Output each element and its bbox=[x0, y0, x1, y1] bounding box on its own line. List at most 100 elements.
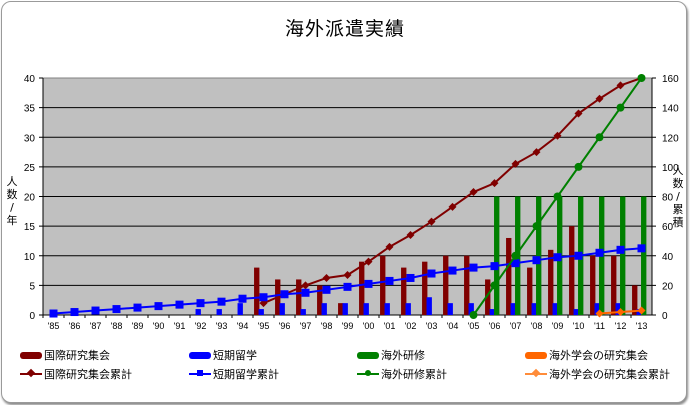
bar bbox=[422, 261, 428, 315]
bar bbox=[615, 303, 621, 315]
x-tick-label: '95 bbox=[258, 321, 270, 331]
square-marker bbox=[553, 253, 562, 262]
square-marker bbox=[70, 308, 79, 317]
square-marker bbox=[196, 299, 205, 308]
right-tick-label: 100 bbox=[662, 163, 679, 174]
diamond-line-icon bbox=[525, 368, 547, 379]
bar bbox=[321, 303, 327, 315]
square-marker bbox=[595, 248, 604, 257]
bar bbox=[279, 303, 285, 315]
square-marker bbox=[364, 279, 373, 288]
circle-line-icon bbox=[357, 369, 379, 379]
x-tick-label: '12 bbox=[615, 321, 627, 331]
diamond-marker bbox=[343, 271, 352, 280]
bar bbox=[338, 303, 344, 315]
square-marker bbox=[532, 256, 541, 265]
right-tick-label: 60 bbox=[662, 222, 674, 233]
circle-marker bbox=[532, 222, 541, 231]
diamond-marker bbox=[511, 159, 520, 168]
right-tick-label: 140 bbox=[662, 104, 679, 115]
x-tick-label: '00 bbox=[363, 321, 375, 331]
bar bbox=[426, 297, 432, 315]
x-tick-label: '90 bbox=[153, 321, 165, 331]
x-tick-label: '09 bbox=[552, 321, 564, 331]
circle-marker bbox=[511, 251, 520, 260]
left-tick-label: 15 bbox=[24, 222, 36, 233]
diamond-marker bbox=[322, 273, 331, 282]
legend-item-international-meeting: 国際研究集会 bbox=[20, 348, 110, 362]
square-marker bbox=[385, 276, 394, 285]
left-tick-label: 20 bbox=[24, 193, 36, 204]
bar-swatch-icon bbox=[357, 351, 379, 359]
x-tick-label: '99 bbox=[342, 321, 354, 331]
chart-legend: 国際研究集会 短期留学 海外研修 海外学会の研究集会 国際研究集会累計 短期留学… bbox=[0, 348, 690, 388]
square-marker bbox=[112, 305, 121, 314]
bar bbox=[485, 279, 491, 315]
square-marker bbox=[343, 282, 352, 291]
legend-item-overseas-training: 海外研修 bbox=[357, 348, 425, 362]
bar bbox=[401, 267, 407, 315]
bar bbox=[237, 303, 243, 315]
bar bbox=[527, 267, 533, 315]
square-marker bbox=[280, 290, 289, 299]
x-tick-label: '98 bbox=[321, 321, 333, 331]
x-tick-label: '08 bbox=[531, 321, 543, 331]
bar bbox=[258, 309, 264, 315]
circle-marker bbox=[490, 281, 499, 290]
bar bbox=[300, 309, 306, 315]
chart-title: 海外派遣実績 bbox=[284, 18, 405, 40]
square-marker bbox=[49, 309, 58, 318]
bar bbox=[573, 309, 579, 315]
x-tick-label: '93 bbox=[216, 321, 228, 331]
x-tick-label: '06 bbox=[489, 321, 501, 331]
diamond-marker bbox=[595, 309, 604, 318]
bar bbox=[641, 196, 647, 315]
bar bbox=[468, 303, 474, 315]
x-tick-label: '89 bbox=[132, 321, 144, 331]
x-tick-label: '05 bbox=[468, 321, 480, 331]
legend-item-overseas-society-cumulative: 海外学会の研究集会累計 bbox=[525, 367, 670, 381]
circle-marker bbox=[637, 74, 646, 82]
bar-swatch-icon bbox=[525, 351, 547, 359]
legend-item-international-meeting-cumulative: 国際研究集会累計 bbox=[20, 367, 132, 381]
circle-marker bbox=[574, 162, 583, 171]
x-tick-label: '96 bbox=[279, 321, 291, 331]
left-tick-label: 40 bbox=[24, 74, 36, 85]
right-tick-label: 120 bbox=[662, 133, 679, 144]
square-marker bbox=[427, 269, 436, 278]
square-line-icon bbox=[189, 369, 211, 379]
bar bbox=[594, 303, 600, 315]
bar-swatch-icon bbox=[20, 351, 42, 359]
x-tick-label: '92 bbox=[195, 321, 207, 331]
bar bbox=[494, 196, 500, 315]
x-tick-label: '13 bbox=[636, 321, 648, 331]
diamond-marker bbox=[427, 217, 436, 226]
bar bbox=[384, 303, 390, 315]
diamond-marker bbox=[301, 281, 310, 290]
square-marker bbox=[154, 302, 163, 311]
square-marker bbox=[574, 251, 583, 260]
square-marker bbox=[91, 306, 100, 315]
x-tick-label: '04 bbox=[447, 321, 459, 331]
legend-item-short-study: 短期留学 bbox=[189, 348, 257, 362]
left-tick-label: 30 bbox=[24, 133, 36, 144]
bar bbox=[569, 226, 575, 315]
bar bbox=[548, 249, 554, 315]
x-tick-label: '07 bbox=[510, 321, 522, 331]
left-tick-label: 10 bbox=[24, 252, 36, 263]
square-marker bbox=[259, 293, 268, 302]
bar bbox=[464, 255, 470, 315]
x-tick-label: '97 bbox=[300, 321, 312, 331]
circle-marker bbox=[553, 192, 562, 201]
bar bbox=[552, 303, 558, 315]
square-marker bbox=[448, 266, 457, 275]
diamond-marker bbox=[490, 179, 499, 188]
bar bbox=[443, 255, 449, 315]
x-tick-label: '87 bbox=[90, 321, 102, 331]
bar bbox=[620, 196, 626, 315]
bar bbox=[590, 255, 596, 315]
bar bbox=[447, 303, 453, 315]
diamond-marker bbox=[637, 306, 646, 315]
bar bbox=[317, 285, 323, 315]
diamond-marker bbox=[448, 202, 457, 211]
